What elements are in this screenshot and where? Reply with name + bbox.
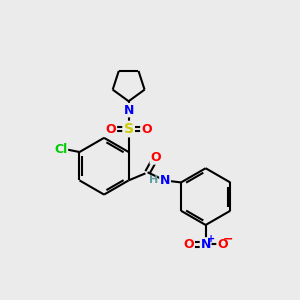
Text: H: H [149,175,158,185]
Text: +: + [207,234,215,244]
Text: O: O [184,238,194,251]
Text: N: N [200,238,211,251]
Text: O: O [141,123,152,136]
Text: O: O [106,123,116,136]
Text: −: − [223,232,234,245]
Text: N: N [160,174,170,187]
Text: S: S [124,122,134,136]
Text: O: O [150,151,161,164]
Text: N: N [123,103,134,117]
Text: Cl: Cl [54,143,67,156]
Text: O: O [217,238,228,251]
